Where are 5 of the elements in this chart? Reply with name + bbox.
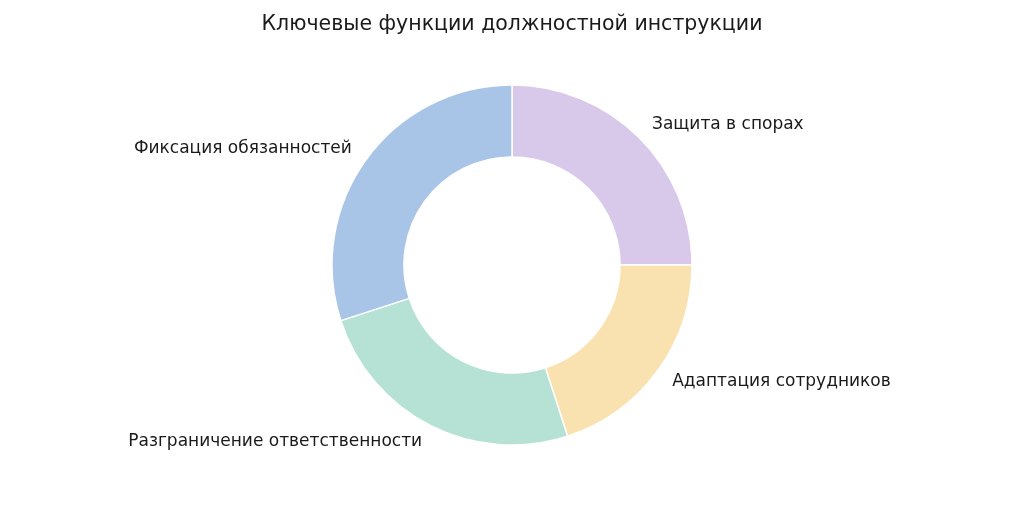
slice-label: Адаптация сотрудников — [672, 369, 891, 390]
slice-label: Фиксация обязанностей — [133, 137, 352, 158]
slice-label: Защита в спорах — [652, 113, 804, 134]
slice-label: Разграничение ответственности — [128, 429, 423, 450]
chart-title: Ключевые функции должностной инструкции — [261, 10, 763, 35]
